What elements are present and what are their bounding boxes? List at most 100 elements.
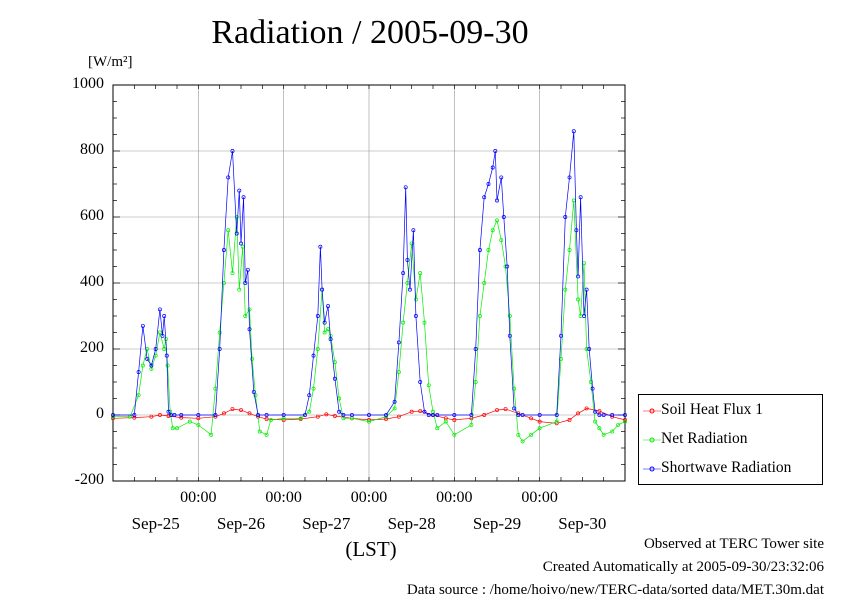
data-point	[597, 409, 602, 413]
data-point	[311, 353, 316, 358]
data-point	[610, 429, 615, 434]
data-point	[111, 413, 115, 417]
data-point	[392, 406, 397, 411]
data-point	[426, 413, 431, 417]
data-point	[576, 297, 581, 302]
data-point	[392, 399, 397, 404]
data-point	[623, 413, 627, 417]
data-point	[145, 356, 150, 361]
data-point	[482, 195, 487, 200]
data-point	[554, 413, 559, 417]
data-point	[241, 195, 246, 200]
data-point	[396, 340, 401, 345]
data-point	[320, 287, 325, 292]
data-point	[469, 413, 474, 417]
chart-title: Radiation / 2005-09-30	[211, 14, 529, 51]
data-point	[567, 418, 572, 422]
data-point	[537, 419, 542, 424]
data-point	[140, 323, 145, 328]
data-point	[149, 414, 154, 419]
data-point	[162, 314, 167, 318]
data-point	[578, 195, 583, 200]
data-point	[409, 241, 414, 246]
data-point	[322, 330, 327, 335]
data-point	[435, 426, 440, 431]
x-tick-label-time: 00:00	[350, 489, 388, 506]
data-point	[165, 363, 170, 368]
data-point	[230, 271, 235, 276]
data-point	[217, 330, 222, 335]
data-point	[332, 376, 337, 381]
data-point	[403, 185, 408, 190]
data-point	[175, 426, 179, 431]
data-point	[623, 419, 627, 424]
data-point	[431, 413, 435, 417]
data-point	[469, 422, 474, 427]
data-point	[422, 409, 427, 414]
data-point	[503, 407, 508, 412]
data-point	[405, 281, 410, 285]
data-point	[230, 407, 235, 412]
data-point	[567, 175, 572, 180]
data-point	[482, 281, 487, 285]
data-point	[179, 415, 184, 420]
data-point	[567, 248, 572, 252]
data-point	[250, 356, 255, 361]
data-point	[253, 393, 258, 398]
x-tick-label-date: Sep-25	[131, 514, 180, 533]
x-tick-label-date: Sep-30	[558, 514, 607, 533]
data-point	[574, 228, 579, 233]
data-point	[172, 413, 177, 417]
legend-item-soil-heat-flux: Soil Heat Flux 1	[639, 401, 822, 421]
data-point	[384, 417, 389, 421]
data-point	[179, 413, 184, 417]
x-tick-label-time: 00:00	[436, 489, 473, 506]
x-tick-label-date: Sep-28	[387, 514, 436, 533]
legend-label-shortwave-radiation: Shortwave Radiation	[661, 459, 792, 476]
series-shortwave-radiation	[111, 129, 627, 417]
data-point	[307, 409, 312, 414]
data-point	[315, 314, 320, 318]
data-point	[157, 330, 162, 335]
data-point	[477, 248, 482, 252]
footer-source: Data source : /home/hoivo/new/TERC-data/…	[406, 582, 824, 598]
data-point	[559, 333, 563, 338]
data-point	[196, 413, 201, 417]
data-point	[239, 408, 243, 412]
data-point	[221, 248, 226, 252]
y-tick-label: 200	[80, 339, 104, 356]
data-point	[537, 426, 542, 431]
series-layer	[111, 129, 627, 444]
y-tick-label: 400	[80, 273, 104, 290]
data-point	[226, 175, 231, 180]
data-point	[418, 380, 423, 384]
data-point	[132, 413, 137, 417]
data-point	[529, 416, 534, 421]
data-point	[332, 414, 337, 418]
legend-label-soil-heat-flux: Soil Heat Flux 1	[661, 401, 764, 418]
data-point	[401, 320, 406, 325]
data-point	[322, 320, 327, 325]
data-point	[507, 333, 512, 338]
data-point	[512, 406, 517, 411]
data-point	[237, 287, 242, 292]
data-point	[247, 411, 252, 416]
data-point	[326, 304, 330, 309]
legend: Soil Heat Flux 1 Net Radiation Shortwave…	[638, 394, 823, 485]
x-tick-label-date: Sep-27	[302, 514, 351, 533]
data-point	[149, 363, 154, 368]
data-point	[576, 411, 581, 416]
data-point	[452, 413, 457, 417]
data-point	[593, 419, 598, 424]
data-point	[593, 409, 598, 414]
data-point	[226, 228, 231, 233]
legend-marker-blue	[643, 466, 661, 472]
data-point	[307, 393, 312, 398]
data-point	[136, 370, 141, 375]
data-point	[264, 417, 269, 421]
y-tick-label: 0	[96, 405, 104, 422]
data-point	[452, 418, 457, 422]
data-point	[367, 413, 371, 417]
data-point	[505, 264, 510, 269]
data-point	[196, 422, 201, 427]
